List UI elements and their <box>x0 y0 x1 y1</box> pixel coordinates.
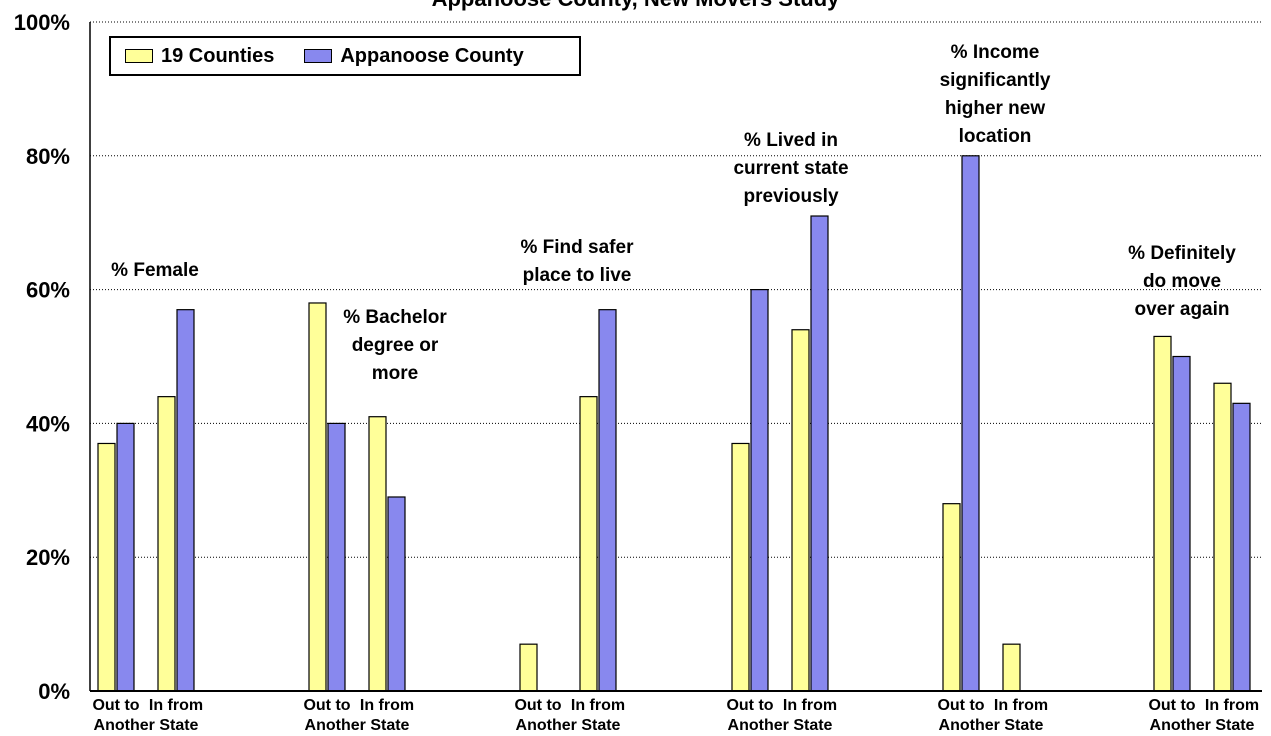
annotation-label: do move <box>1143 271 1221 292</box>
bar-19-counties <box>97 442 116 692</box>
bar-appanoose-county <box>176 309 195 692</box>
bar-appanoose-county <box>387 496 406 692</box>
annotation-label: previously <box>743 186 838 207</box>
x-tick-label: Out to <box>303 697 350 714</box>
x-tick-label: In from <box>994 697 1048 714</box>
x-tick-label: Out to <box>937 697 984 714</box>
x-tick-label: Another State <box>516 717 621 734</box>
x-tick-label: In from <box>1205 697 1259 714</box>
annotation-label: significantly <box>940 70 1051 91</box>
bar-appanoose-county <box>116 422 135 692</box>
x-tick-label: Out to <box>514 697 561 714</box>
bar-19-counties <box>1002 643 1021 692</box>
y-tick-label: 20% <box>26 545 70 570</box>
bar-19-counties <box>519 643 538 692</box>
y-tick-label: 80% <box>26 144 70 169</box>
legend-item-appanoose-county: Appanoose County <box>304 44 524 68</box>
annotation-label: % Bachelor <box>343 307 447 328</box>
bar-19-counties <box>942 503 961 692</box>
legend-label-appanoose-county: Appanoose County <box>340 44 524 67</box>
x-tick-label: Another State <box>939 717 1044 734</box>
bar-19-counties <box>308 302 327 692</box>
x-tick-label: Another State <box>94 717 199 734</box>
x-tick-label: Another State <box>305 717 410 734</box>
bar-19-counties <box>1153 335 1172 692</box>
bar-19-counties <box>368 416 387 692</box>
bar-19-counties <box>579 396 598 692</box>
legend-label-19-counties: 19 Counties <box>161 44 275 67</box>
x-tick-label: In from <box>149 697 203 714</box>
bar-appanoose-county <box>961 155 980 692</box>
legend-swatch-19-counties <box>125 49 153 63</box>
bar-appanoose-county <box>327 422 346 692</box>
y-tick-label: 100% <box>14 10 70 35</box>
x-tick-label: In from <box>783 697 837 714</box>
y-tick-label: 60% <box>26 278 70 303</box>
x-tick-label: Another State <box>728 717 833 734</box>
bar-appanoose-county <box>598 309 617 692</box>
chart-title: Appanoose County, New Movers Study <box>0 0 1271 12</box>
annotation-label: more <box>372 363 418 384</box>
bar-appanoose-county <box>750 289 769 692</box>
y-tick-label: 40% <box>26 411 70 436</box>
annotation-label: % Definitely <box>1128 243 1236 264</box>
x-tick-label: Out to <box>92 697 139 714</box>
annotation-label: over again <box>1134 299 1229 320</box>
y-tick-label: 0% <box>38 679 70 704</box>
annotation-label: higher new <box>945 98 1046 119</box>
bar-19-counties <box>157 396 176 692</box>
x-tick-label: Out to <box>1148 697 1195 714</box>
bar-19-counties <box>791 329 810 692</box>
annotation-label: % Female <box>111 260 199 281</box>
x-tick-label: In from <box>571 697 625 714</box>
annotation-label: current state <box>733 158 848 179</box>
annotation-label: % Lived in <box>744 130 838 151</box>
bar-appanoose-county <box>1172 355 1191 692</box>
x-tick-label: Another State <box>1150 717 1255 734</box>
legend-swatch-appanoose-county <box>304 49 333 63</box>
annotation-label: location <box>959 126 1032 147</box>
legend: 19 Counties Appanoose County <box>109 36 581 76</box>
annotation-label: % Income <box>951 42 1040 63</box>
x-tick-label: In from <box>360 697 414 714</box>
bar-appanoose-county <box>810 215 829 692</box>
annotation-label: degree or <box>352 335 439 356</box>
x-tick-label: Out to <box>726 697 773 714</box>
annotation-label: place to live <box>523 265 632 286</box>
bar-19-counties <box>731 442 750 692</box>
bar-appanoose-county <box>1232 402 1251 692</box>
annotation-label: % Find safer <box>521 237 635 258</box>
bar-19-counties <box>1213 382 1232 692</box>
legend-item-19-counties: 19 Counties <box>125 45 274 68</box>
